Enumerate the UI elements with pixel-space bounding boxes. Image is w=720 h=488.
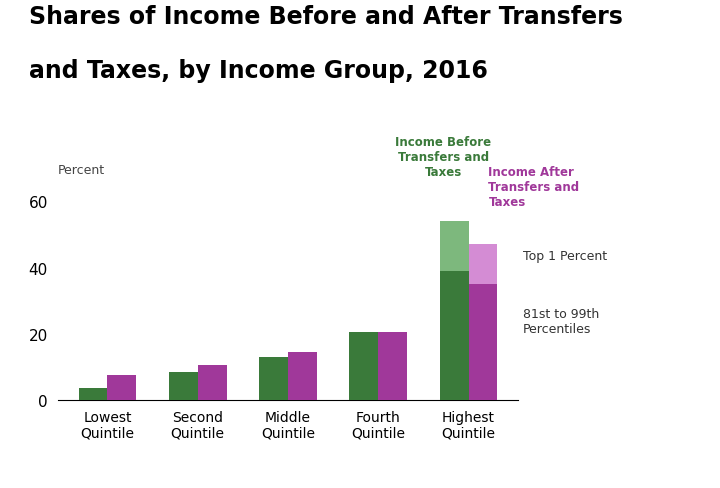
Bar xyxy=(198,366,227,400)
Bar xyxy=(440,271,469,400)
Bar xyxy=(288,352,317,400)
Bar xyxy=(469,285,498,400)
Bar xyxy=(349,332,378,400)
Text: 81st to 99th
Percentiles: 81st to 99th Percentiles xyxy=(523,307,599,335)
Bar xyxy=(469,245,498,285)
Text: Percent: Percent xyxy=(58,163,104,177)
Text: and Taxes, by Income Group, 2016: and Taxes, by Income Group, 2016 xyxy=(29,59,487,82)
Bar xyxy=(78,388,107,400)
Text: Top 1 Percent: Top 1 Percent xyxy=(523,250,607,263)
Bar xyxy=(440,222,469,271)
Bar xyxy=(168,372,198,400)
Bar xyxy=(107,375,136,400)
Text: Shares of Income Before and After Transfers: Shares of Income Before and After Transf… xyxy=(29,5,623,29)
Bar xyxy=(259,357,288,400)
Text: Income Before
Transfers and
Taxes: Income Before Transfers and Taxes xyxy=(395,136,491,179)
Bar xyxy=(378,332,408,400)
Text: Income After
Transfers and
Taxes: Income After Transfers and Taxes xyxy=(488,165,580,208)
